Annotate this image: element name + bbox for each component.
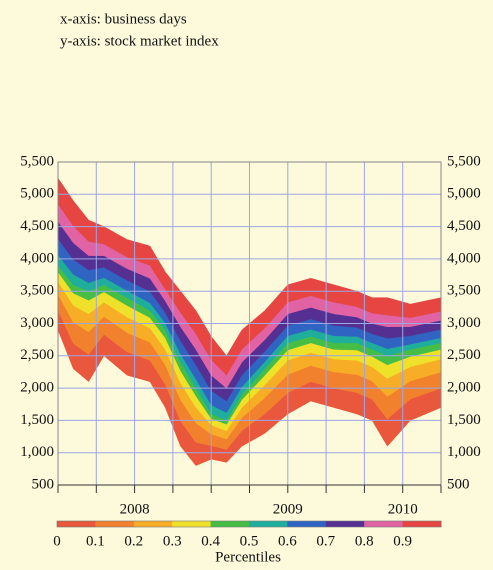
x-tick-label: 2008 (120, 501, 150, 517)
colorbar-label: 0.1 (86, 533, 105, 549)
colorbar-swatch (325, 521, 365, 527)
y2-tick-label: 4,500 (447, 218, 481, 234)
y-tick-label: 5,500 (20, 153, 54, 169)
y2-tick-label: 3,500 (447, 283, 481, 299)
y2-tick-label: 2,000 (447, 380, 481, 396)
x-tick-label: 2009 (273, 501, 303, 517)
colorbar-frame (56, 520, 442, 528)
y2-tick-label: 3,000 (447, 315, 481, 331)
y-tick-label: 500 (32, 476, 55, 492)
y-tick-label: 3,500 (20, 283, 54, 299)
x-tick-label: 2010 (388, 501, 418, 517)
colorbar-swatch (402, 521, 442, 527)
colorbar-swatch (364, 521, 404, 527)
y2-tick-label: 5,000 (447, 186, 481, 202)
colorbar-swatch (57, 521, 96, 527)
colorbar-title: Percentiles (215, 549, 281, 565)
colorbar-swatch (249, 521, 288, 527)
colorbar-swatch (95, 521, 135, 527)
y-tick-label: 1,000 (20, 444, 54, 460)
y2-tick-label: 1,000 (447, 444, 481, 460)
y-tick-label: 4,500 (20, 218, 54, 234)
y-tick-label: 3,000 (20, 315, 54, 331)
colorbar-swatch (210, 521, 250, 527)
y-tick-label: 4,000 (20, 250, 54, 266)
note: x-axis: business days (60, 11, 187, 27)
colorbar-swatch (172, 521, 212, 527)
colorbar-label: 0.8 (355, 533, 374, 549)
colorbar-swatch (133, 521, 173, 527)
colorbar-label: 0.2 (124, 533, 143, 549)
y2-tick-label: 4,000 (447, 250, 481, 266)
colorbar-label: 0.6 (278, 533, 297, 549)
y2-tick-label: 1,500 (447, 412, 481, 428)
colorbar-label: 0.4 (201, 533, 220, 549)
colorbar-label: 0 (53, 533, 61, 549)
y-tick-label: 2,500 (20, 347, 54, 363)
y2-tick-label: 2,500 (447, 347, 481, 363)
y-tick-label: 5,000 (20, 186, 54, 202)
colorbar-label: 0.3 (163, 533, 182, 549)
y2-tick-label: 500 (447, 476, 470, 492)
y2-tick-label: 5,500 (447, 153, 481, 169)
y-tick-label: 2,000 (20, 380, 54, 396)
note: y-axis: stock market index (60, 33, 219, 49)
colorbar-label: 0.5 (240, 533, 259, 549)
colorbar-swatch (287, 521, 327, 527)
colorbar-label: 0.7 (316, 533, 335, 549)
y-tick-label: 1,500 (20, 412, 54, 428)
colorbar-label: 0.9 (393, 533, 412, 549)
